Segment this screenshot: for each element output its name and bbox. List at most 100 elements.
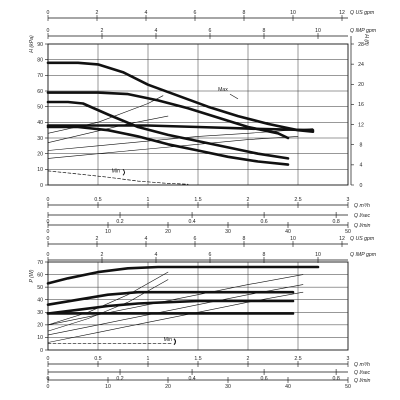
series-line-thin [47, 115, 169, 143]
bottom-tick-label: 2 [247, 197, 250, 203]
series-line-thin [47, 95, 164, 134]
bottom-tick-label: 20 [165, 384, 171, 390]
top-tick-label: 6 [194, 10, 197, 16]
bottom-tick-label: 0.4 [188, 376, 195, 382]
left-axis-label: H (kPa) [29, 35, 35, 53]
right-tick-label: 24 [358, 62, 364, 68]
bottom-tick-label: 0 [47, 229, 50, 235]
series-line-bold [46, 124, 315, 132]
top-tick-label: 10 [290, 236, 296, 242]
bottom-tick-label: 50 [345, 384, 351, 390]
top-tick-label: 4 [155, 28, 158, 34]
left-tick-label: 70 [37, 73, 43, 79]
series-line-thin [47, 271, 169, 326]
series-line-dashed [47, 170, 189, 185]
bottom-tick-label: 1.5 [194, 356, 201, 362]
top-tick-label: 12 [339, 236, 345, 242]
top-tick-label: 6 [194, 236, 197, 242]
bottom-tick-label: 0 [47, 356, 50, 362]
series-line-thin [47, 279, 169, 332]
bottom-tick-label: 20 [165, 229, 171, 235]
left-tick-label: 0 [40, 348, 43, 354]
top-tick-label: 2 [96, 236, 99, 242]
left-tick-label: 90 [37, 42, 43, 48]
top-tick-label: 0 [47, 28, 50, 34]
bottom-tick-label: 0.4 [188, 219, 195, 225]
bottom-axis-label: Q l/sec [354, 213, 371, 219]
top-tick-label: 4 [155, 252, 158, 258]
top-axis-label: Q IMP gpm [350, 28, 377, 34]
top-tick-label: 6 [209, 28, 212, 34]
left-tick-label: 30 [37, 310, 43, 316]
right-tick-label: 0 [360, 183, 363, 189]
bottom-tick-label: 0.2 [116, 219, 123, 225]
bottom-tick-label: 0.2 [116, 376, 123, 382]
right-tick-label: 28 [358, 42, 364, 48]
top-tick-label: 10 [290, 10, 296, 16]
bottom-tick-label: 0 [47, 384, 50, 390]
bottom-axis-label: Q l/min [354, 223, 371, 229]
series-line-bold [46, 91, 290, 140]
left-tick-label: 40 [37, 298, 43, 304]
bottom-tick-label: 0.8 [333, 219, 340, 225]
series-line-thin [47, 284, 304, 336]
left-tick-label: 70 [37, 260, 43, 266]
left-tick-label: 20 [37, 323, 43, 329]
left-tick-label: 10 [37, 167, 43, 173]
left-tick-label: 30 [37, 136, 43, 142]
bottom-axis-label: Q m³/h [354, 362, 370, 368]
bottom-tick-label: 30 [225, 229, 231, 235]
series-line-bold [46, 100, 290, 160]
bottom-tick-label: 40 [285, 229, 291, 235]
bottom-tick-label: 0.5 [94, 197, 101, 203]
series-line-bold [46, 61, 315, 133]
bottom-tick-label: 3 [347, 197, 350, 203]
series-line-bold [46, 125, 290, 166]
bottom-tick-label: 30 [225, 384, 231, 390]
bottom-tick-label: 0.6 [260, 219, 267, 225]
top-tick-label: 2 [96, 10, 99, 16]
left-tick-label: 80 [37, 57, 43, 63]
series-line-bold [46, 290, 295, 307]
top-tick-label: 10 [315, 252, 321, 258]
bottom-tick-label: 1.5 [194, 197, 201, 203]
bottom-tick-label: 40 [285, 384, 291, 390]
bottom-tick-label: 1 [147, 197, 150, 203]
right-tick-label: 12 [358, 122, 364, 128]
min-label: Min [112, 168, 120, 174]
bottom-tick-label: 50 [345, 229, 351, 235]
bottom-tick-label: 10 [105, 229, 111, 235]
max-label: Max [218, 87, 228, 93]
left-tick-label: 20 [37, 151, 43, 157]
series-line-thin [47, 128, 314, 151]
left-tick-label: 40 [37, 120, 43, 126]
series-line-bold [46, 299, 295, 315]
top-tick-label: 8 [243, 236, 246, 242]
top-tick-label: 6 [209, 252, 212, 258]
top-tick-label: 0 [47, 252, 50, 258]
top-tick-label: 10 [315, 28, 321, 34]
right-tick-label: 8 [360, 143, 363, 149]
bottom-axis-label: Q l/sec [354, 370, 371, 376]
left-tick-label: 50 [37, 285, 43, 291]
max-leader [229, 93, 239, 100]
top-tick-label: 0 [47, 236, 50, 242]
min-marker [173, 338, 177, 346]
bottom-tick-label: 3 [347, 356, 350, 362]
min-label: Min [164, 337, 172, 343]
top-axis-label: Q US gpm [350, 236, 375, 242]
bottom-tick-label: 10 [105, 384, 111, 390]
series-line-thin [47, 136, 299, 159]
top-tick-label: 2 [101, 252, 104, 258]
bottom-axis-label: Q m³/h [354, 203, 370, 209]
top-tick-label: 8 [263, 252, 266, 258]
left-axis-label: P (W) [29, 269, 35, 282]
left-tick-label: 0 [40, 183, 43, 189]
left-tick-label: 10 [37, 335, 43, 341]
left-tick-label: 60 [37, 89, 43, 95]
bottom-tick-label: 2.5 [294, 197, 301, 203]
series-line-thin [47, 291, 304, 343]
top-tick-label: 4 [145, 10, 148, 16]
bottom-tick-label: 0 [47, 197, 50, 203]
